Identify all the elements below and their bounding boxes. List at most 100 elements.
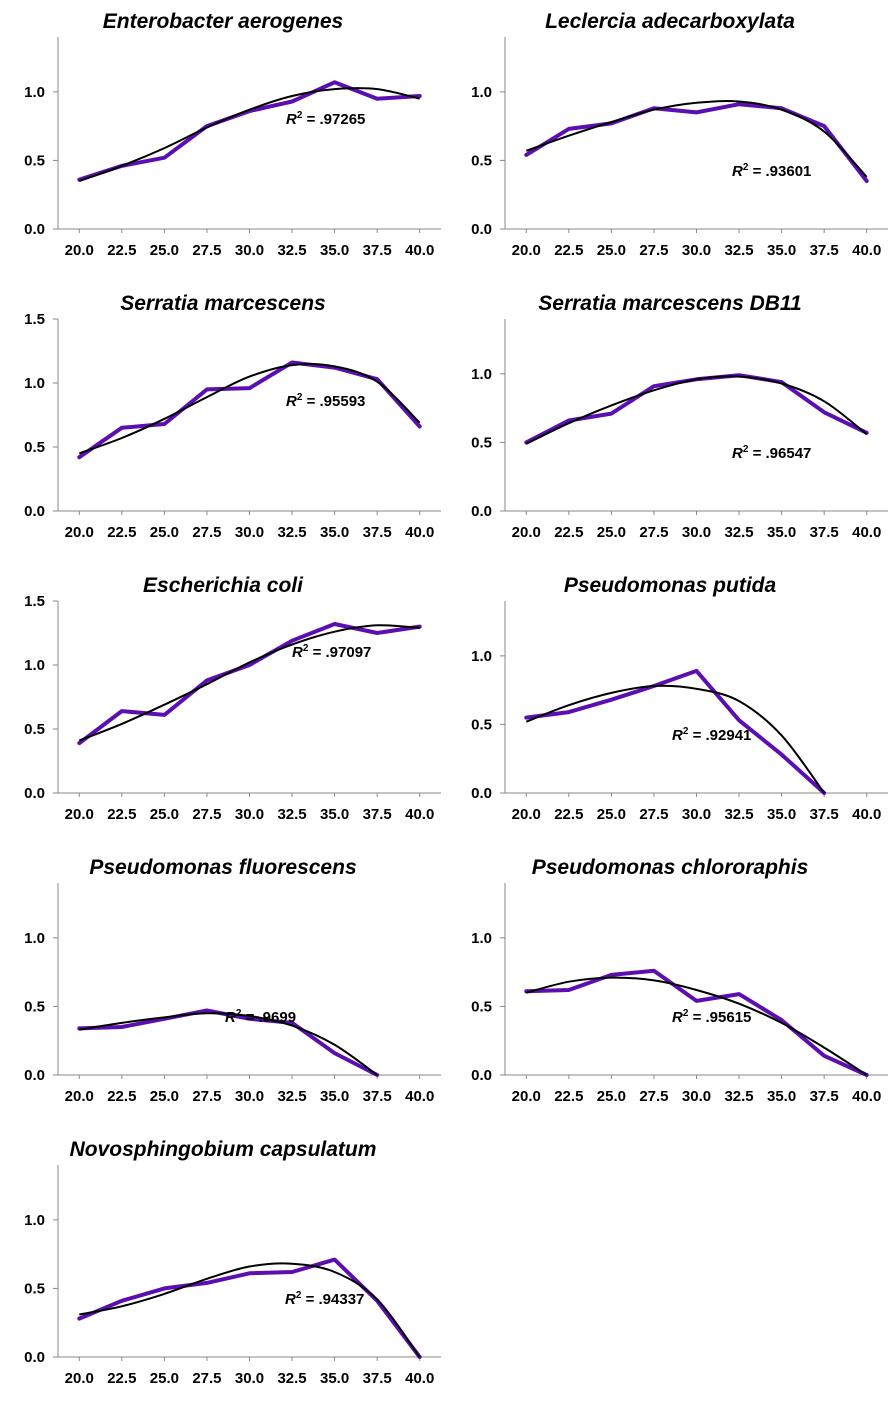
y-tick-label: 0.0 [471, 221, 492, 238]
x-tick-label: 37.5 [363, 1370, 392, 1387]
chart-title: Escherichia coli [143, 574, 304, 597]
y-tick-label: 1.0 [471, 366, 492, 383]
x-tick-label: 30.0 [235, 1088, 264, 1105]
r-squared-annotation: R2 = .96547 [732, 444, 811, 462]
fit-curve [525, 100, 868, 178]
chart-panel: Novosphingobium capsulatum 0.0 0.5 1.0 20.0 2… [0, 1128, 446, 1410]
chart-title: Serratia marcescens DB11 [538, 292, 801, 315]
r-squared-annotation: R2 = .95593 [286, 392, 365, 410]
x-tick-label: 35.0 [767, 524, 796, 541]
data-series-line [524, 373, 869, 445]
y-tick-label: 0.5 [471, 434, 492, 451]
y-tick-label: 1.5 [24, 593, 45, 610]
x-tick-label: 35.0 [320, 1370, 349, 1387]
chart-svg: Serratia marcescens 0.0 0.5 1.0 1.5 20.0 22.5 2… [24, 292, 441, 541]
y-tick-label: 0.5 [471, 152, 492, 169]
y-tick-label: 1.0 [471, 930, 492, 947]
x-tick-label: 20.0 [65, 1370, 94, 1387]
x-tick-label: 35.0 [767, 806, 796, 823]
x-tick-label: 35.0 [767, 1088, 796, 1105]
x-tick-label: 27.5 [192, 1370, 221, 1387]
chart-svg: Escherichia coli 0.0 0.5 1.0 1.5 20.0 22.5 25.0… [24, 574, 441, 823]
x-tick-label: 37.5 [363, 806, 392, 823]
y-tick-label: 0.0 [24, 221, 45, 238]
x-tick-label: 30.0 [235, 1370, 264, 1387]
data-series-line [524, 968, 869, 1077]
x-tick-label: 37.5 [810, 1088, 839, 1105]
x-tick-label: 30.0 [235, 524, 264, 541]
x-tick-label: 40.0 [405, 1088, 434, 1105]
x-tick-label: 30.0 [682, 806, 711, 823]
x-tick-label: 20.0 [65, 524, 94, 541]
x-tick-label: 20.0 [512, 1088, 541, 1105]
x-tick-label: 25.0 [597, 1088, 626, 1105]
r-squared-annotation: R2 = .95615 [672, 1008, 751, 1026]
r-squared-annotation: R2 = .97265 [286, 110, 365, 128]
x-tick-label: 20.0 [512, 242, 541, 259]
y-tick-label: 0.5 [471, 998, 492, 1015]
data-series-line [77, 622, 422, 746]
x-tick-label: 27.5 [639, 242, 668, 259]
x-tick-label: 35.0 [320, 242, 349, 259]
x-tick-label: 30.0 [682, 242, 711, 259]
x-tick-label: 40.0 [852, 242, 881, 259]
data-series-line [524, 668, 827, 795]
chart-panel: Escherichia coli 0.0 0.5 1.0 1.5 20.0 22.5 25.0… [0, 564, 446, 846]
chart-svg: Serratia marcescens DB11 0.0 0.5 1.0 20.0 22.… [471, 292, 888, 541]
y-tick-label: 1.0 [24, 375, 45, 392]
x-tick-label: 22.5 [554, 524, 583, 541]
chart-svg: Enterobacter aerogenes 0.0 0.5 1.0 20.0 22.5 2… [24, 10, 441, 259]
data-series-line [77, 360, 422, 460]
y-tick-label: 0.0 [471, 785, 492, 802]
x-tick-label: 35.0 [767, 242, 796, 259]
x-tick-label: 40.0 [405, 242, 434, 259]
x-tick-label: 32.5 [277, 1370, 306, 1387]
chart-svg: Pseudomonas putida 0.0 0.5 1.0 20.0 22.5 25.0 2… [471, 574, 888, 823]
y-tick-label: 0.5 [471, 716, 492, 733]
x-tick-label: 22.5 [107, 242, 136, 259]
y-tick-label: 0.0 [471, 1067, 492, 1084]
x-tick-label: 30.0 [235, 806, 264, 823]
x-tick-label: 25.0 [597, 806, 626, 823]
x-tick-label: 37.5 [363, 524, 392, 541]
chart-panel: Serratia marcescens 0.0 0.5 1.0 1.5 20.0 22.5 2… [0, 282, 446, 564]
x-tick-label: 40.0 [852, 806, 881, 823]
y-tick-label: 1.0 [24, 1212, 45, 1229]
x-tick-label: 37.5 [810, 242, 839, 259]
y-tick-label: 1.0 [471, 648, 492, 665]
x-tick-label: 20.0 [512, 524, 541, 541]
y-tick-label: 1.0 [24, 657, 45, 674]
chart-panel: Leclercia adecarboxylata 0.0 0.5 1.0 20.0 22.… [447, 0, 893, 282]
x-tick-label: 32.5 [277, 806, 306, 823]
y-tick-label: 1.0 [24, 930, 45, 947]
x-tick-label: 40.0 [405, 524, 434, 541]
x-tick-label: 37.5 [810, 524, 839, 541]
r-squared-annotation: R2 = .9699 [225, 1008, 296, 1026]
fit-curve [78, 87, 420, 182]
x-tick-label: 40.0 [852, 1088, 881, 1105]
r-squared-annotation: R2 = .92941 [672, 726, 751, 744]
chart-title: Pseudomonas putida [564, 574, 777, 597]
y-tick-label: 0.5 [24, 721, 45, 738]
x-tick-label: 32.5 [277, 524, 306, 541]
fit-curve [526, 976, 868, 1076]
chart-title: Serratia marcescens [120, 292, 325, 315]
x-tick-label: 27.5 [192, 242, 221, 259]
x-tick-label: 25.0 [597, 242, 626, 259]
x-tick-label: 32.5 [724, 806, 753, 823]
x-tick-label: 20.0 [65, 1088, 94, 1105]
chart-svg: Novosphingobium capsulatum 0.0 0.5 1.0 20.0 2… [24, 1138, 441, 1387]
x-tick-label: 32.5 [277, 1088, 306, 1105]
x-tick-label: 30.0 [682, 524, 711, 541]
chart-title: Enterobacter aerogenes [103, 10, 343, 33]
x-tick-label: 27.5 [192, 806, 221, 823]
x-tick-label: 37.5 [363, 1088, 392, 1105]
x-tick-label: 22.5 [554, 806, 583, 823]
y-tick-label: 0.0 [24, 785, 45, 802]
fit-curve [78, 363, 421, 455]
data-series-line [77, 1257, 422, 1359]
chart-svg: Pseudomonas chlororaphis 0.0 0.5 1.0 20.0 22.… [471, 856, 888, 1105]
x-tick-label: 25.0 [150, 806, 179, 823]
x-tick-label: 20.0 [65, 242, 94, 259]
